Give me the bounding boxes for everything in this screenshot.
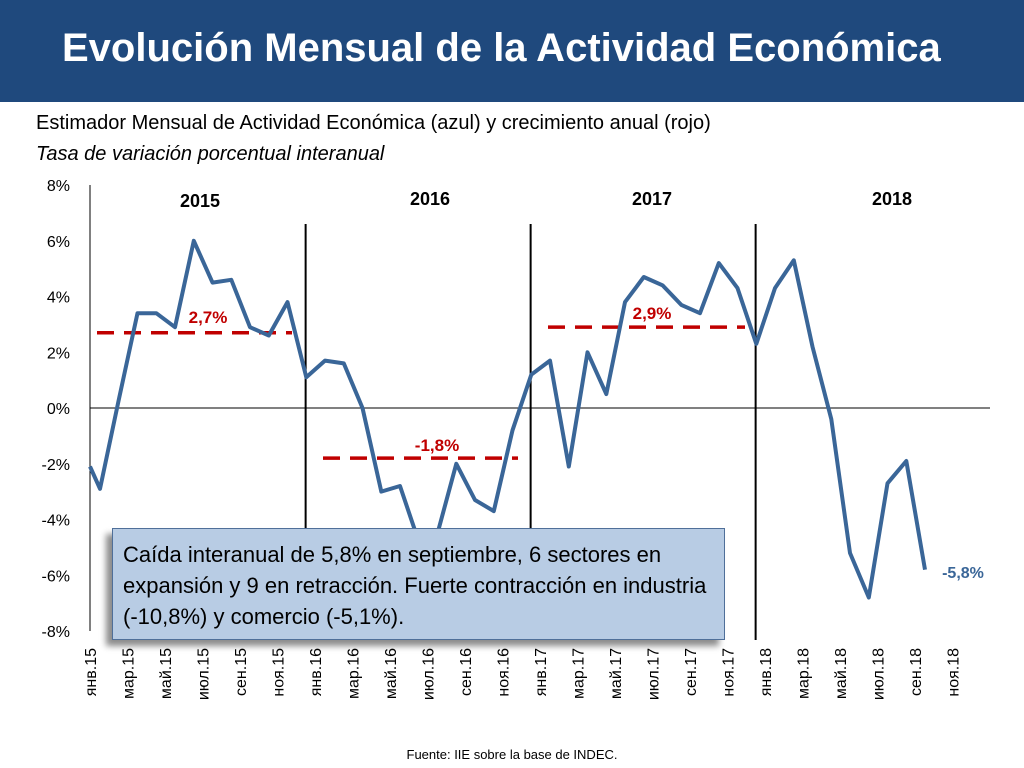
y-tick-label: -8% [42, 624, 70, 641]
x-tick-label: сен.16 [458, 648, 475, 696]
x-tick-label: ноя.15 [271, 648, 288, 697]
y-tick-label: 8% [47, 178, 70, 195]
x-tick-label: ноя.17 [721, 648, 738, 697]
x-tick-label: сен.15 [233, 648, 250, 696]
x-tick-label: янв.18 [758, 648, 775, 696]
title-bar: Evolución Mensual de la Actividad Económ… [0, 0, 1024, 102]
annual-average-label: 2,9% [633, 304, 672, 323]
series-line [88, 238, 927, 600]
y-tick-label: 0% [47, 401, 70, 418]
y-tick-label: -6% [42, 568, 70, 585]
annual-average-label: 2,7% [189, 308, 228, 327]
x-tick-label: июл.18 [871, 648, 888, 700]
x-tick-label: мар.16 [346, 648, 363, 699]
x-tick-label: май.16 [383, 648, 400, 699]
page-title: Evolución Mensual de la Actividad Económ… [62, 26, 941, 70]
annual-average-label: -1,8% [415, 436, 459, 455]
x-tick-label: май.18 [833, 648, 850, 699]
y-tick-label: -4% [42, 513, 70, 530]
x-tick-label: ноя.16 [496, 648, 513, 697]
year-label: 2017 [632, 189, 672, 209]
x-tick-label: мар.15 [121, 648, 138, 699]
x-tick-label: май.15 [158, 648, 175, 699]
year-label: 2016 [410, 189, 450, 209]
x-tick-label: июл.16 [421, 648, 438, 700]
y-tick-label: 2% [47, 345, 70, 362]
year-label: 2015 [180, 191, 220, 211]
y-tick-label: 6% [47, 234, 70, 251]
y-tick-label: -2% [42, 457, 70, 474]
x-tick-label: мар.17 [571, 648, 588, 699]
y-tick-label: 4% [47, 290, 70, 307]
x-tick-label: янв.17 [533, 648, 550, 696]
x-tick-label: сен.17 [683, 648, 700, 696]
chart-subtitle: Estimador Mensual de Actividad Económica… [36, 112, 711, 134]
chart-subtitle-italic: Tasa de variación porcentual interanual [36, 143, 385, 165]
callout-box: Caída interanual de 5,8% en septiembre, … [112, 528, 725, 640]
x-tick-label: июл.17 [646, 648, 663, 700]
source-note: Fuente: IIE sobre la base de INDEC. [406, 747, 618, 762]
x-tick-label: июл.15 [196, 648, 213, 700]
x-tick-label: янв.16 [308, 648, 325, 696]
x-tick-label: сен.18 [908, 648, 925, 696]
last-value-label: -5,8% [942, 565, 984, 582]
x-tick-label: ноя.18 [946, 648, 963, 697]
x-tick-label: янв.15 [83, 648, 100, 696]
x-tick-label: мар.18 [796, 648, 813, 699]
year-label: 2018 [872, 189, 912, 209]
x-tick-label: май.17 [608, 648, 625, 699]
